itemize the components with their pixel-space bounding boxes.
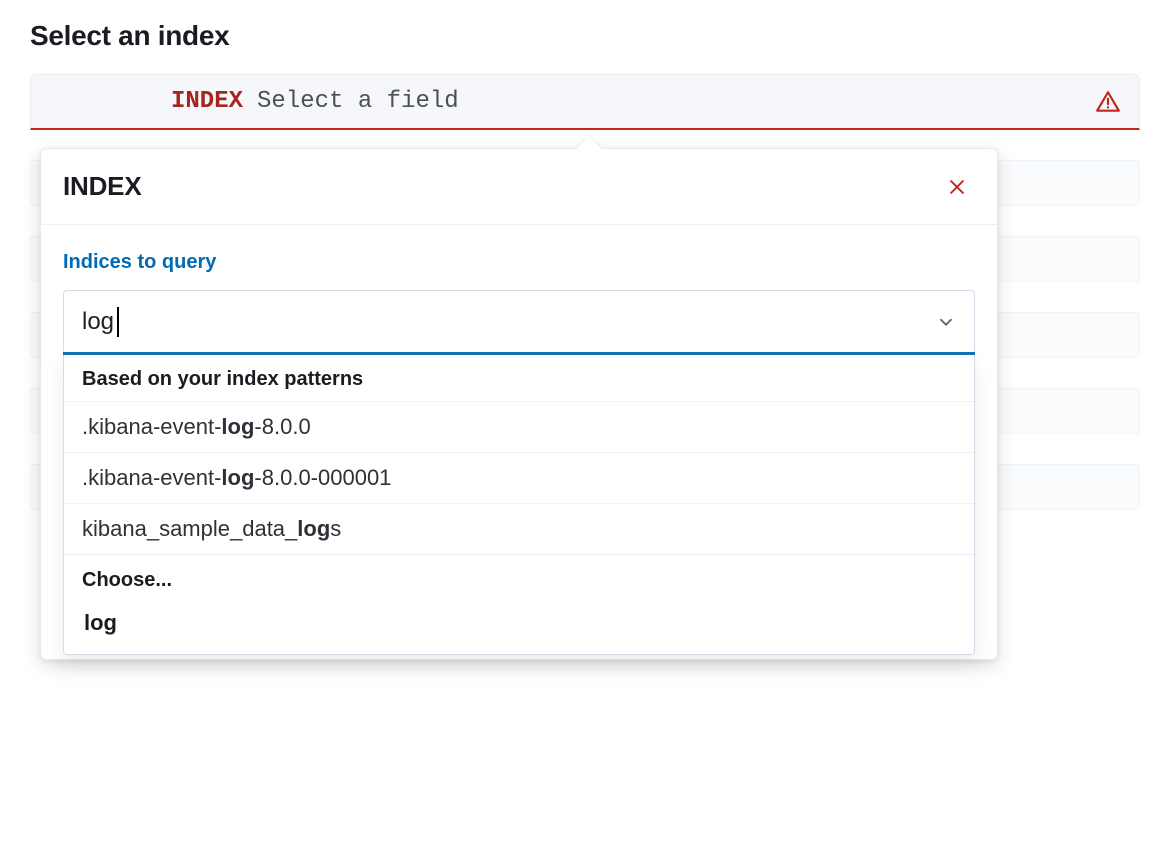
option-match: log bbox=[221, 465, 254, 490]
close-icon bbox=[946, 176, 968, 198]
dropdown-choose-title: Choose... bbox=[64, 555, 974, 602]
index-keyword: INDEX bbox=[171, 88, 243, 115]
index-popover: INDEX Indices to query Based on your ind… bbox=[40, 148, 998, 660]
indices-combobox[interactable] bbox=[63, 290, 975, 354]
index-bar[interactable]: INDEX Select a field bbox=[30, 74, 1140, 130]
dropdown-choose-option[interactable]: log bbox=[64, 602, 974, 654]
dropdown-option[interactable]: .kibana-event-log-8.0.0-000001 bbox=[64, 452, 974, 503]
popover-arrow bbox=[575, 136, 603, 150]
option-post: s bbox=[330, 516, 341, 541]
option-pre: .kibana-event- bbox=[82, 465, 221, 490]
alert-icon bbox=[1095, 89, 1121, 115]
option-match: log bbox=[297, 516, 330, 541]
page-title: Select an index bbox=[30, 20, 1140, 52]
text-cursor bbox=[117, 307, 119, 337]
option-match: log bbox=[221, 414, 254, 439]
option-pre: .kibana-event- bbox=[82, 414, 221, 439]
dropdown-option[interactable]: kibana_sample_data_logs bbox=[64, 503, 974, 554]
close-button[interactable] bbox=[945, 175, 969, 199]
option-post: -8.0.0-000001 bbox=[254, 465, 391, 490]
option-post: -8.0.0 bbox=[254, 414, 310, 439]
dropdown-group-title: Based on your index patterns bbox=[64, 354, 974, 401]
dropdown-option[interactable]: .kibana-event-log-8.0.0 bbox=[64, 401, 974, 452]
popover-title: INDEX bbox=[63, 171, 141, 202]
indices-dropdown: Based on your index patterns .kibana-eve… bbox=[63, 354, 975, 655]
indices-search-input[interactable] bbox=[63, 290, 975, 354]
option-pre: kibana_sample_data_ bbox=[82, 516, 297, 541]
field-label: Indices to query bbox=[63, 251, 975, 274]
index-placeholder: Select a field bbox=[257, 88, 459, 115]
focus-underline bbox=[63, 352, 975, 355]
